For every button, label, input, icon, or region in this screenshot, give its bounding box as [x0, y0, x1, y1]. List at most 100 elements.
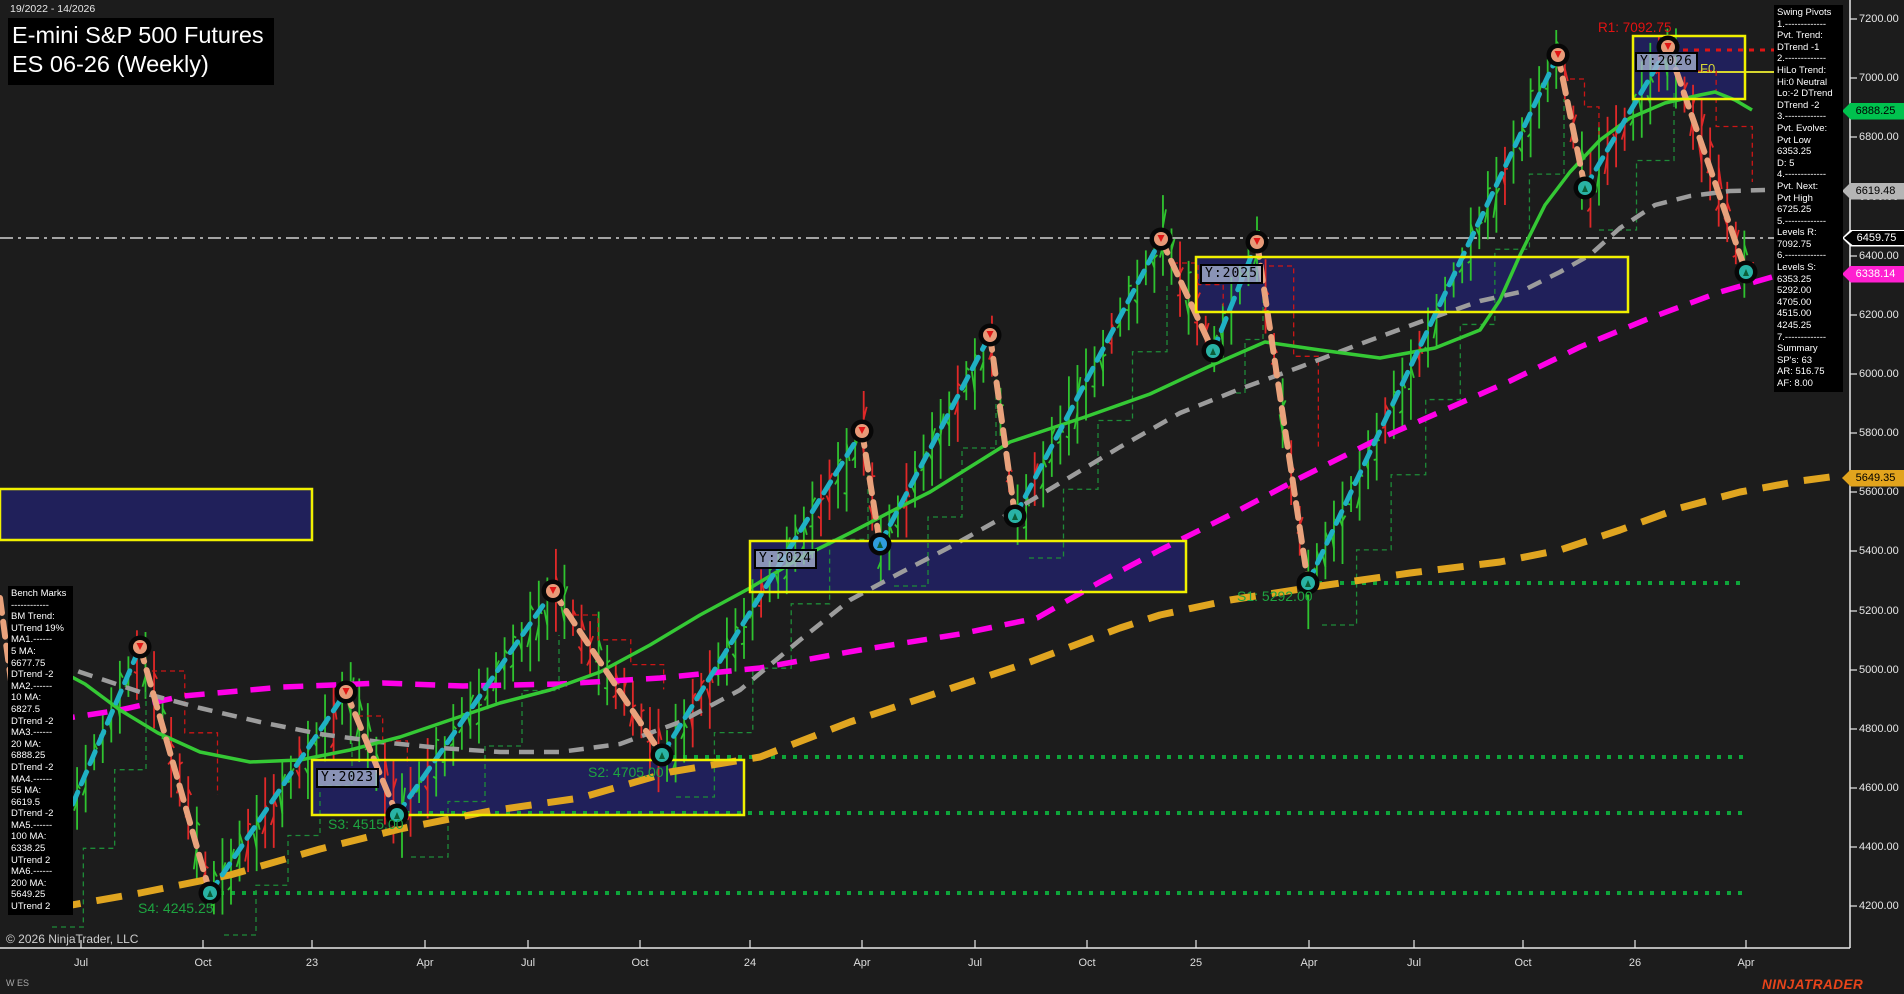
- ma200-line[interactable]: [54, 471, 1846, 912]
- pivot-arrow-down-icon: [1157, 235, 1165, 242]
- year-range-label[interactable]: Y:2023: [316, 768, 379, 788]
- panel-line: 5292.00: [1777, 285, 1812, 297]
- panel-line: DTrend -2: [11, 715, 54, 727]
- panel-line: 6.-------------: [1777, 250, 1827, 262]
- panel-line: Lo:-2 DTrend: [1777, 88, 1833, 100]
- time-axis-label: Jul: [967, 957, 983, 969]
- panel-line: MA3.------: [11, 727, 53, 739]
- panel-line: AR: 516.75: [1777, 366, 1825, 378]
- price-badge: 6619.48: [1842, 182, 1904, 200]
- price-axis-label: 4600.00: [1859, 782, 1899, 794]
- zigzag-down-leg[interactable]: [1254, 239, 1311, 586]
- trail-step-down-line: [1173, 262, 1224, 307]
- pivot-arrow-down-icon: [136, 643, 144, 650]
- support-level-label: S1: 5292.00: [1237, 588, 1313, 604]
- bench-marks-panel: Bench Marks ------------ BM Trend: UTrend 1…: [8, 586, 73, 915]
- time-axis-label: 25: [1189, 957, 1203, 969]
- panel-line: DTrend -2: [11, 808, 54, 820]
- zigzag-up-leg[interactable]: [1305, 52, 1561, 586]
- panel-line: 6338.25: [11, 843, 46, 855]
- panel-line: MA5.------: [11, 819, 53, 831]
- panel-line: Pvt. Evolve:: [1777, 122, 1828, 134]
- pivot-arrow-up-icon: [877, 541, 883, 548]
- year-range-label[interactable]: Y:2025: [1200, 264, 1263, 284]
- zigzag-down-leg[interactable]: [987, 332, 1018, 519]
- panel-line: DTrend -2: [11, 761, 54, 773]
- panel-line: MA1.------: [11, 634, 53, 646]
- price-axis-label: 6000.00: [1859, 368, 1899, 380]
- zigzag-up-leg[interactable]: [1012, 236, 1164, 519]
- zigzag-up-leg[interactable]: [1210, 239, 1260, 354]
- zigzag-down-leg[interactable]: [859, 428, 883, 547]
- panel-line: 4705.00: [1777, 296, 1812, 308]
- ma20-line[interactable]: [54, 90, 1753, 764]
- panel-line: 6353.25: [1777, 273, 1812, 285]
- panel-line: 6888.25: [11, 750, 46, 762]
- panel-line: 1.-------------: [1777, 18, 1827, 30]
- panel-line: DTrend -1: [1777, 41, 1820, 53]
- year-range-label[interactable]: Y:2024: [754, 549, 817, 569]
- panel-line: 6827.5: [11, 703, 41, 715]
- zigzag-down-leg[interactable]: [1158, 236, 1216, 354]
- year-box-border[interactable]: [748, 539, 1188, 594]
- pivot-arrow-down-icon: [549, 587, 557, 594]
- panel-line: 6619.5: [11, 796, 41, 808]
- pivot-arrow-up-icon: [1582, 185, 1588, 192]
- panel-line: 4.-------------: [1777, 169, 1827, 181]
- zigzag-down-leg[interactable]: [1665, 44, 1749, 275]
- panel-line: SP's: 63: [1777, 354, 1813, 366]
- panel-line: Summary: [1777, 343, 1818, 355]
- pivot-arrow-up-icon: [394, 812, 400, 819]
- zigzag-up-leg[interactable]: [877, 332, 993, 547]
- time-axis-label: Jul: [73, 957, 89, 969]
- trail-step-up-line: [1029, 283, 1168, 559]
- zigzag-up-leg[interactable]: [394, 588, 556, 818]
- panel-line: Pvt. Next:: [1777, 180, 1819, 192]
- panel-line: DTrend -2: [11, 669, 54, 681]
- price-axis-label: 4200.00: [1859, 900, 1899, 912]
- price-axis-label: 6400.00: [1859, 250, 1899, 262]
- price-axis-label: 5600.00: [1859, 486, 1899, 498]
- price-axis-label: 6200.00: [1859, 309, 1899, 321]
- panel-line: MA4.------: [11, 773, 53, 785]
- panel-line: 5 MA:: [11, 645, 36, 657]
- time-axis-label: Oct: [1514, 957, 1532, 969]
- year-box-border[interactable]: [1194, 255, 1630, 314]
- panel-line: 7092.75: [1777, 238, 1812, 250]
- ma55-line[interactable]: [54, 187, 1766, 755]
- year-box-fill[interactable]: [750, 541, 1186, 592]
- panel-line: 5.-------------: [1777, 215, 1827, 227]
- zigzag-down-leg[interactable]: [137, 644, 213, 896]
- zigzag-down-leg[interactable]: [550, 588, 665, 758]
- year-box-border[interactable]: [1631, 34, 1747, 101]
- year-box-border[interactable]: [0, 487, 314, 542]
- panel-line: 55 MA:: [11, 785, 42, 797]
- zigzag-down-leg[interactable]: [1555, 52, 1588, 191]
- year-range-label[interactable]: Y:2026: [1635, 52, 1698, 72]
- panel-line: D: 5: [1777, 157, 1795, 169]
- panel-line: Bench Marks: [11, 588, 67, 599]
- panel-line: 200 MA:: [11, 877, 47, 889]
- pivot-arrow-up-icon: [1012, 513, 1018, 520]
- price-axis-label: 5000.00: [1859, 664, 1899, 676]
- time-axis-label: Oct: [194, 957, 212, 969]
- pivot-arrow-down-icon: [342, 688, 350, 695]
- trail-step-down-line: [1680, 70, 1753, 182]
- price-axis-label: 4400.00: [1859, 841, 1899, 853]
- trail-step-up-line: [411, 635, 560, 858]
- panel-line: ------------: [11, 599, 49, 611]
- pivot-arrow-down-icon: [1253, 238, 1261, 245]
- instrument-title: E-mini S&P 500 Futures ES 06-26 (Weekly): [8, 18, 274, 85]
- panel-line: Pvt. Trend:: [1777, 30, 1823, 42]
- year-box-border[interactable]: [310, 758, 746, 817]
- panel-line: 6353.25: [1777, 146, 1812, 158]
- data-series-tab[interactable]: W ES: [6, 978, 30, 988]
- pivot-arrow-up-icon: [659, 752, 665, 759]
- zigzag-up-leg[interactable]: [207, 689, 349, 896]
- price-axis-label: 5200.00: [1859, 605, 1899, 617]
- pivot-arrow-up-icon: [1305, 580, 1311, 587]
- zigzag-down-leg[interactable]: [343, 689, 400, 818]
- time-axis-label: 24: [743, 957, 757, 969]
- year-box-fill[interactable]: [0, 489, 312, 540]
